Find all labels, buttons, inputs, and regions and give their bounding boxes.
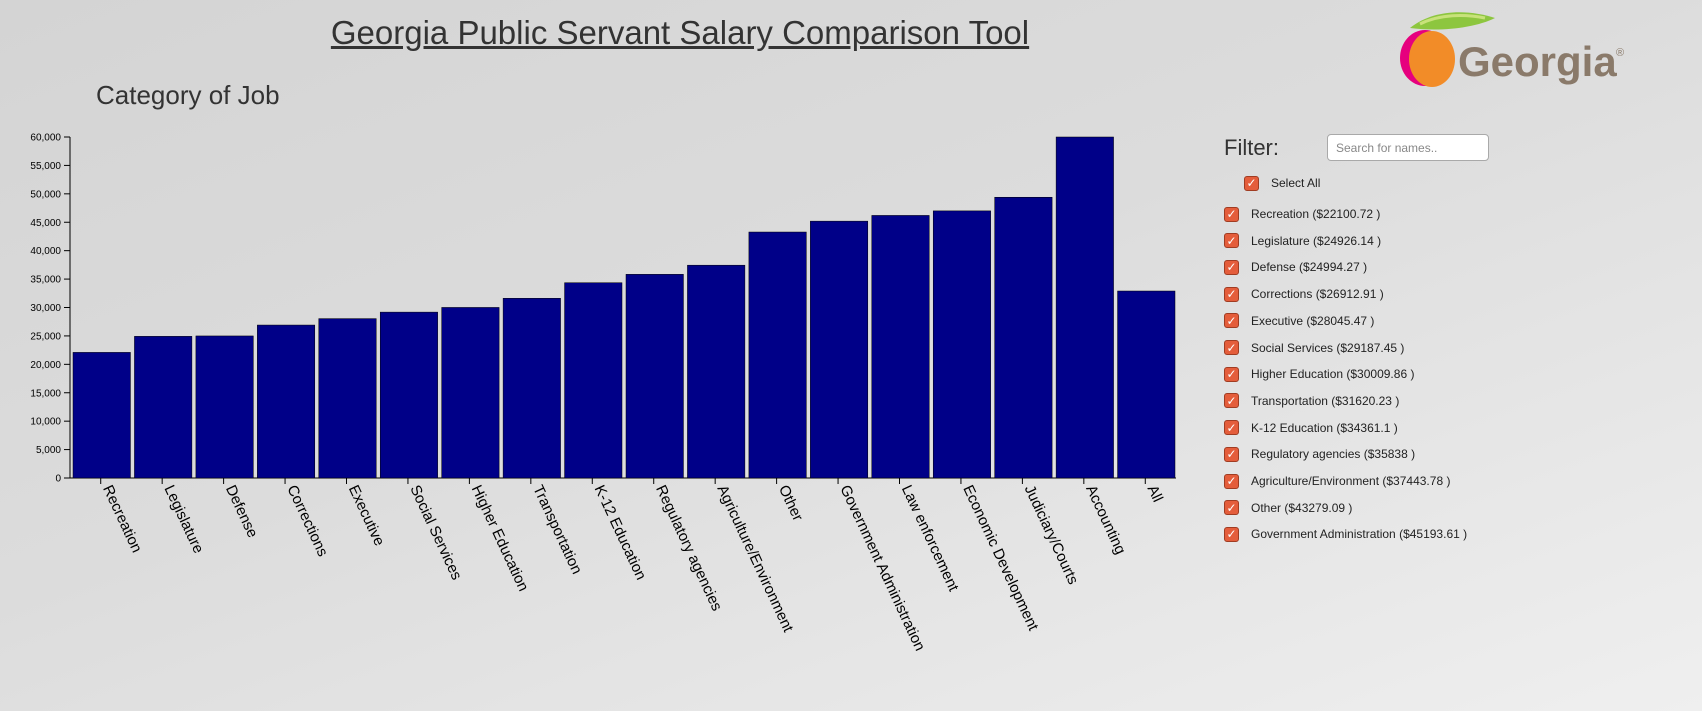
bar bbox=[1055, 136, 1114, 479]
chart-heading: Category of Job bbox=[96, 80, 280, 110]
y-tick-label: 45,000 bbox=[30, 218, 61, 229]
y-tick-label: 40,000 bbox=[30, 246, 61, 257]
filter-item[interactable]: ✓ Legislature ($24926.14 ) bbox=[1224, 231, 1381, 251]
filter-item-label: Other ($43279.09 ) bbox=[1251, 500, 1353, 515]
bar bbox=[257, 324, 316, 479]
filter-item[interactable]: ✓ Defense ($24994.27 ) bbox=[1224, 257, 1367, 277]
filter-checkbox[interactable]: ✓ bbox=[1224, 526, 1239, 542]
bar bbox=[564, 282, 623, 479]
bar bbox=[994, 196, 1053, 479]
filter-checkbox[interactable]: ✓ bbox=[1224, 259, 1239, 275]
filter-item[interactable]: ✓ Executive ($28045.47 ) bbox=[1224, 311, 1374, 331]
filter-item[interactable]: ✓ K-12 Education ($34361.1 ) bbox=[1224, 418, 1398, 438]
bar bbox=[748, 231, 807, 479]
logo-leaf-highlight-icon bbox=[1419, 14, 1486, 26]
filter-item-label: K-12 Education ($34361.1 ) bbox=[1251, 420, 1398, 435]
y-tick-label: 55,000 bbox=[30, 161, 61, 172]
bar bbox=[502, 298, 561, 479]
bar bbox=[687, 264, 746, 479]
x-tick-label: Recreation bbox=[99, 483, 145, 556]
bar bbox=[318, 318, 377, 479]
bar bbox=[441, 307, 500, 479]
filter-checkbox[interactable]: ✓ bbox=[1224, 473, 1239, 489]
x-tick-label: Transportation bbox=[529, 483, 585, 577]
y-tick-label: 10,000 bbox=[30, 417, 61, 428]
x-tick-label: Regulatory agencies bbox=[652, 483, 725, 614]
x-tick-label: Accounting bbox=[1082, 483, 1129, 557]
filter-item-label: Recreation ($22100.72 ) bbox=[1251, 207, 1381, 221]
filter-item-label: Legislature ($24926.14 ) bbox=[1251, 233, 1382, 248]
filter-item-label: Defense ($24994.27 ) bbox=[1251, 260, 1368, 275]
filter-item[interactable]: ✓ Recreation ($22100.72 ) bbox=[1224, 204, 1380, 224]
filter-item[interactable]: ✓ Corrections ($26912.91 ) bbox=[1224, 284, 1384, 304]
x-tick-label: Other bbox=[775, 483, 806, 524]
x-tick-label: Executive bbox=[345, 483, 388, 549]
filter-item-label: Government Administration ($45193.61 ) bbox=[1251, 527, 1468, 542]
search-input[interactable] bbox=[1327, 134, 1489, 161]
select-all-row[interactable]: ✓ Select All bbox=[1244, 173, 1320, 193]
x-tick-label: Law enforcement bbox=[898, 483, 962, 595]
filter-item[interactable]: ✓ Social Services ($29187.45 ) bbox=[1224, 338, 1404, 358]
x-tick-label: Legislature bbox=[161, 483, 207, 557]
filter-checkbox[interactable]: ✓ bbox=[1224, 206, 1239, 222]
filter-item-label: Corrections ($26912.91 ) bbox=[1251, 287, 1384, 302]
filter-checkbox[interactable]: ✓ bbox=[1224, 420, 1239, 436]
filter-checkbox[interactable]: ✓ bbox=[1224, 340, 1239, 355]
filter-item-label: Agriculture/Environment ($37443.78 ) bbox=[1251, 474, 1451, 488]
filter-item-label: Transportation ($31620.23 ) bbox=[1251, 393, 1400, 408]
filter-checkbox[interactable]: ✓ bbox=[1224, 393, 1239, 409]
y-tick-label: 60,000 bbox=[30, 133, 61, 144]
filter-checkbox[interactable]: ✓ bbox=[1224, 313, 1239, 329]
logo-peach-icon bbox=[1409, 31, 1455, 87]
page-title: Georgia Public Servant Salary Comparison… bbox=[330, 14, 1030, 51]
y-tick-label: 0 bbox=[55, 474, 61, 485]
x-tick-label: Defense bbox=[222, 483, 261, 541]
y-tick-label: 15,000 bbox=[30, 388, 61, 399]
filter-checkbox[interactable]: ✓ bbox=[1224, 286, 1239, 302]
bar bbox=[810, 220, 869, 479]
bar-chart: 0 5,000 10,000 15,000 20,000 25,000 30,000 35,0… bbox=[30, 133, 1176, 654]
filter-item[interactable]: ✓ Regulatory agencies ($35838 ) bbox=[1224, 444, 1415, 464]
filter-checkbox[interactable]: ✓ bbox=[1224, 366, 1239, 382]
x-tick-label: Judiciary/Courts bbox=[1021, 483, 1082, 588]
y-tick-label: 30,000 bbox=[30, 303, 61, 314]
select-all-label: Select All bbox=[1271, 176, 1321, 190]
filter-item[interactable]: ✓ Transportation ($31620.23 ) bbox=[1224, 391, 1399, 411]
bar bbox=[195, 335, 254, 479]
select-all-checkbox[interactable]: ✓ bbox=[1244, 175, 1259, 191]
x-tick-label: Corrections bbox=[283, 483, 331, 560]
filter-item[interactable]: ✓ Government Administration ($45193.61 ) bbox=[1224, 524, 1467, 544]
bar bbox=[625, 274, 684, 479]
georgia-logo: Georgia ® bbox=[1400, 12, 1624, 87]
filter-checkbox[interactable]: ✓ bbox=[1224, 446, 1239, 462]
filter-item-label: Regulatory agencies ($35838 ) bbox=[1251, 447, 1416, 462]
filter-item-label: Social Services ($29187.45 ) bbox=[1251, 340, 1405, 355]
filter-item[interactable]: ✓ Agriculture/Environment ($37443.78 ) bbox=[1224, 471, 1450, 491]
x-tick-label: Social Services bbox=[406, 483, 465, 583]
x-tick-label: Higher Education bbox=[468, 483, 532, 594]
y-tick-label: 25,000 bbox=[30, 331, 61, 342]
filter-item-label: Higher Education ($30009.86 ) bbox=[1251, 367, 1415, 382]
x-tick-label: K-12 Education bbox=[591, 483, 650, 583]
logo-wordmark: Georgia bbox=[1458, 38, 1617, 85]
filter-item[interactable]: ✓ Other ($43279.09 ) bbox=[1224, 498, 1352, 518]
bar bbox=[871, 215, 930, 479]
filter-item[interactable]: ✓ Higher Education ($30009.86 ) bbox=[1224, 364, 1414, 384]
bar bbox=[932, 210, 991, 479]
filter-checkbox[interactable]: ✓ bbox=[1224, 233, 1239, 249]
y-tick-label: 35,000 bbox=[30, 275, 61, 286]
filter-label: Filter: bbox=[1224, 135, 1279, 160]
filter-item-label: Executive ($28045.47 ) bbox=[1251, 313, 1375, 328]
logo-registered-mark: ® bbox=[1616, 47, 1624, 59]
filter-checkbox[interactable]: ✓ bbox=[1224, 500, 1239, 516]
y-tick-label: 20,000 bbox=[30, 360, 61, 371]
x-tick-label: All bbox=[1144, 483, 1166, 505]
bar bbox=[134, 336, 193, 479]
bar bbox=[379, 311, 438, 479]
bar bbox=[1117, 290, 1176, 479]
filter-list[interactable]: ✓ Recreation ($22100.72 ) ✓ Legislature ($2… bbox=[1224, 204, 1604, 548]
y-tick-label: 5,000 bbox=[36, 445, 61, 456]
bar bbox=[72, 352, 131, 479]
y-tick-label: 50,000 bbox=[30, 189, 61, 200]
